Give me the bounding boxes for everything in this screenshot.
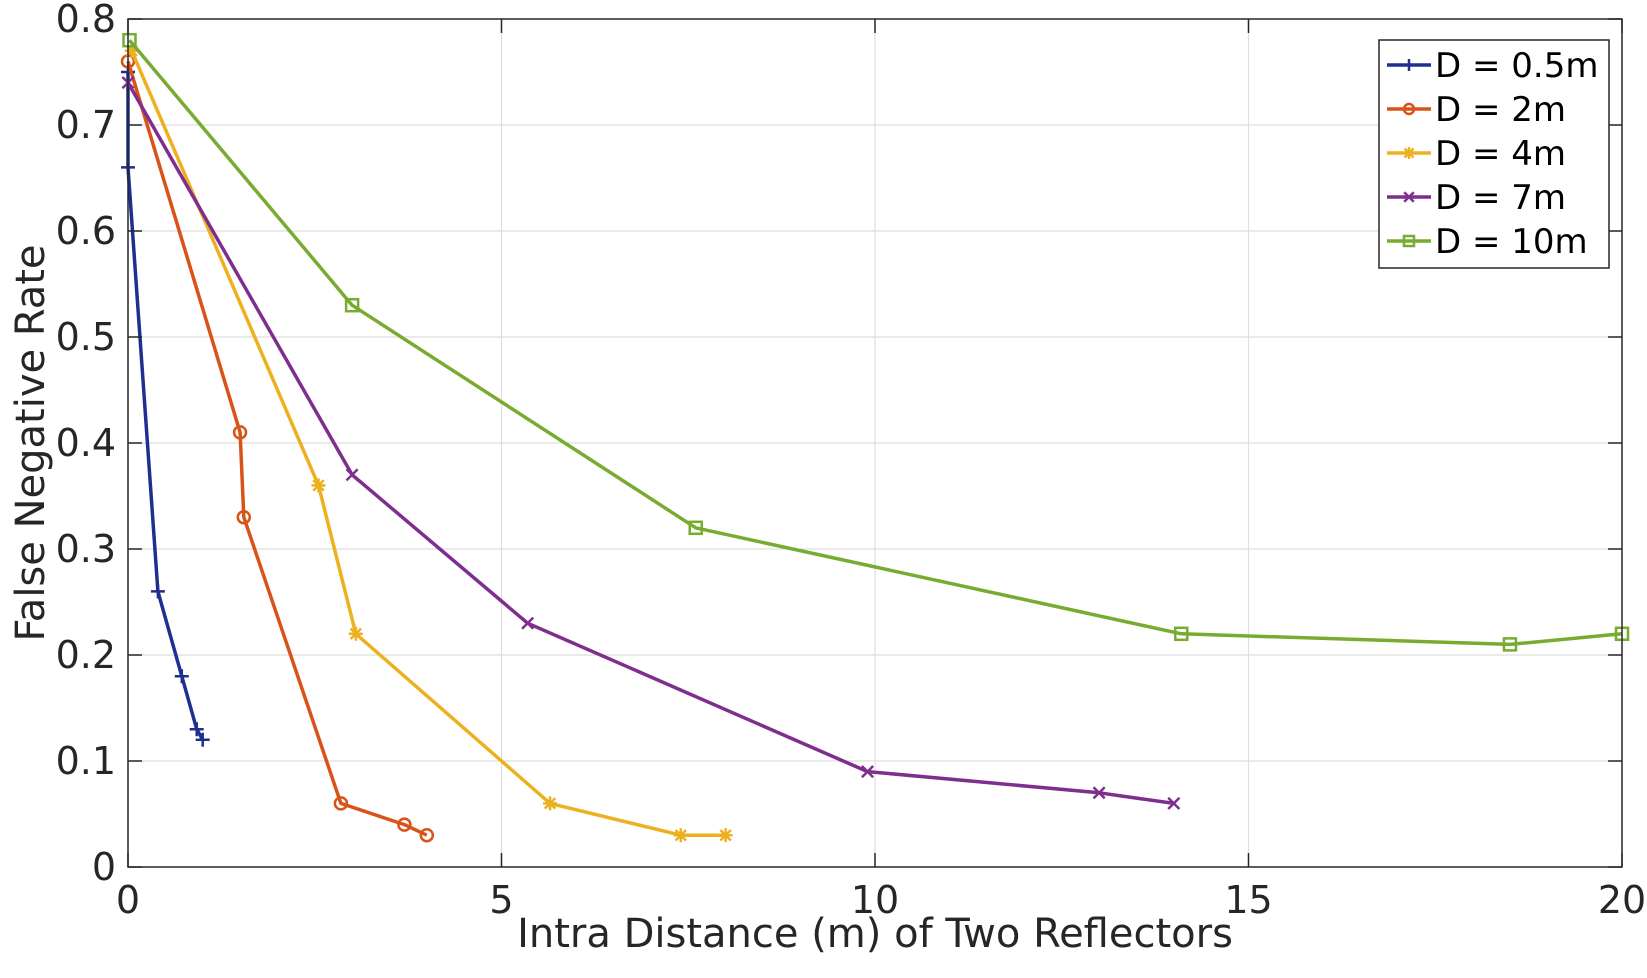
series-line — [126, 81, 1175, 806]
y-tick-label: 0.2 — [56, 633, 116, 677]
legend-item: D = 10m — [1387, 222, 1588, 262]
data-point — [122, 32, 137, 48]
data-point — [1174, 626, 1189, 642]
y-tick-label: 0.3 — [56, 527, 116, 571]
data-point — [1403, 147, 1415, 159]
y-tick-label: 0.8 — [56, 0, 116, 41]
legend-item: D = 4m — [1387, 134, 1566, 174]
legend: D = 0.5mD = 2mD = 4mD = 7mD = 10m — [1378, 39, 1610, 269]
data-point — [543, 796, 558, 811]
x-tick-label: 20 — [1598, 878, 1646, 922]
y-tick-label: 0.4 — [56, 421, 116, 465]
x-tick-label: 0 — [116, 878, 140, 922]
axis-ticks: 0 5 10 15 20 0 0.1 0.2 0.3 0.4 0.5 0.6 0.7 0.8 — [56, 0, 1647, 922]
grid-lines — [128, 19, 1622, 867]
y-tick-label: 0.6 — [56, 209, 116, 253]
legend-item: D = 0.5m — [1387, 46, 1598, 86]
data-point — [521, 616, 535, 630]
y-axis-label: False Negative Rate — [8, 244, 54, 641]
x-tick-label: 15 — [1224, 878, 1272, 922]
y-tick-label: 0.1 — [56, 739, 116, 783]
series-line — [128, 39, 1623, 647]
data-point — [232, 425, 248, 440]
data-point — [1402, 102, 1416, 116]
series-3 — [124, 43, 733, 843]
data-point — [345, 468, 359, 482]
data-point — [124, 43, 139, 58]
data-point — [688, 520, 703, 536]
legend-label: D = 2m — [1435, 90, 1566, 130]
x-axis-label: Intra Distance (m) of Two Reflectors — [517, 911, 1233, 957]
legend-label: D = 4m — [1435, 134, 1566, 174]
data-point — [150, 584, 165, 599]
y-tick-label: 0.5 — [56, 315, 116, 359]
legend-label: D = 10m — [1435, 222, 1588, 262]
data-point — [1403, 59, 1415, 71]
data-point — [195, 732, 210, 747]
x-tick-label: 5 — [489, 878, 513, 922]
series-2 — [120, 54, 435, 843]
data-point — [397, 817, 412, 832]
data-point — [1167, 796, 1181, 810]
data-point — [419, 827, 435, 843]
series-line — [126, 60, 428, 837]
data-point — [236, 509, 252, 525]
data-point — [311, 478, 326, 493]
data-point — [333, 796, 349, 811]
y-tick-label: 0.7 — [56, 103, 116, 147]
x-tick-label: 10 — [851, 878, 899, 922]
legend-label: D = 0.5m — [1435, 46, 1598, 86]
series-line — [130, 50, 726, 837]
data-point — [1502, 637, 1518, 652]
data-point — [861, 765, 875, 779]
y-tick-label: 0 — [92, 845, 116, 889]
legend-item: D = 7m — [1387, 178, 1566, 218]
data-point — [1403, 191, 1415, 203]
data-point — [718, 828, 733, 843]
data-point — [174, 669, 189, 684]
data-point — [189, 722, 204, 737]
data-point — [1402, 234, 1416, 248]
data-point — [1092, 786, 1106, 800]
legend-label: D = 7m — [1435, 178, 1566, 218]
data-point — [673, 828, 688, 843]
data-point — [348, 626, 363, 641]
series-layer — [120, 32, 1630, 843]
legend-item: D = 2m — [1387, 90, 1566, 130]
series-4 — [121, 76, 1181, 810]
series-5 — [122, 32, 1630, 652]
data-point — [344, 297, 360, 313]
